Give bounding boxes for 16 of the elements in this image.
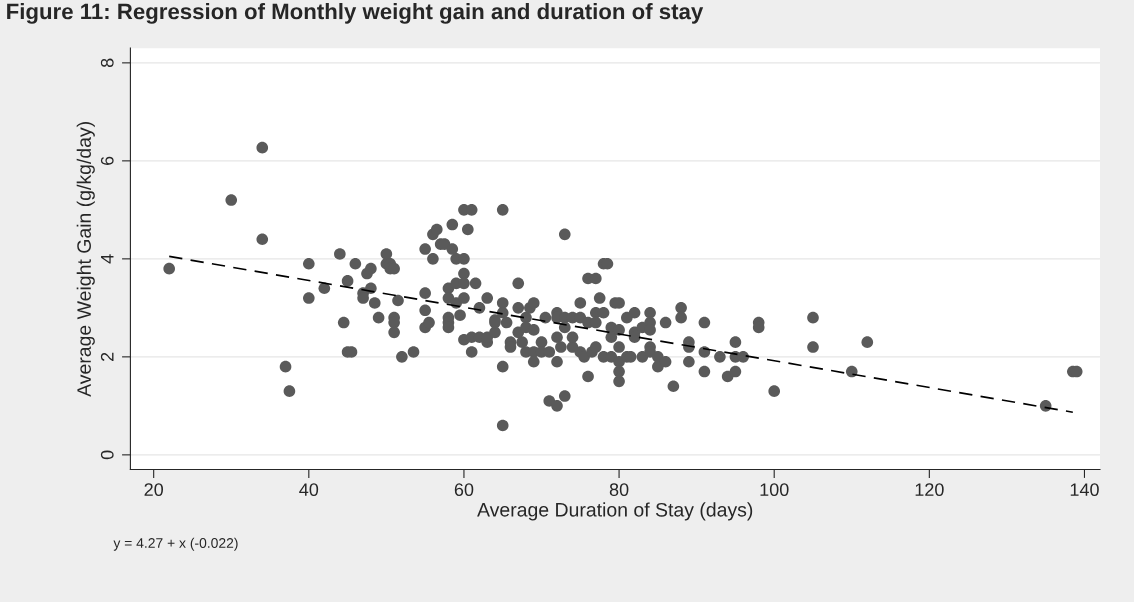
x-tick-label: 40 (299, 483, 319, 497)
y-axis-title: Average Weight Gain (g/kg/day) (76, 122, 95, 397)
x-axis-title: Average Duration of Stay (days) (477, 502, 753, 521)
x-tick-label: 100 (760, 483, 789, 497)
x-tick-label: 140 (1070, 483, 1099, 497)
chart-title: Figure 11: Regression of Monthly weight gain and duration of stay (7, 3, 704, 24)
y-tick-label: 8 (100, 58, 114, 68)
x-tick-label: 60 (454, 483, 474, 497)
y-tick-label: 4 (101, 254, 114, 264)
x-tick-label: 80 (609, 483, 629, 497)
y-tick-label: 2 (100, 352, 114, 361)
x-tick-label: 120 (915, 483, 944, 497)
text: y = 4.27 + x (-0.022) (113, 537, 238, 551)
x-tick-label: 20 (144, 483, 164, 497)
y-tick-label: 0 (100, 450, 114, 460)
y-tick-label: 6 (100, 156, 114, 165)
